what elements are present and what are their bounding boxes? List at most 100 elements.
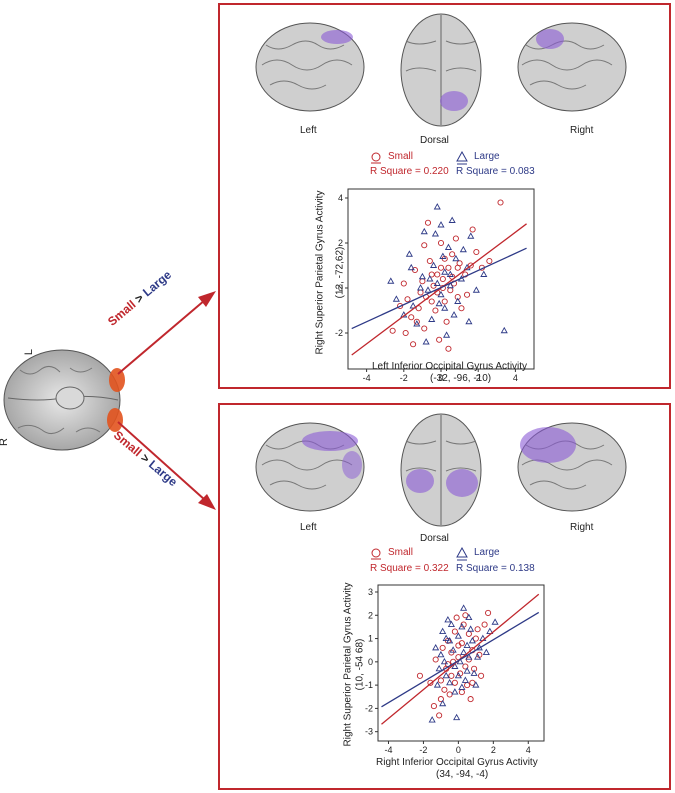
point-large [442, 634, 450, 642]
point-small [419, 278, 426, 285]
point-large [467, 232, 475, 239]
point-large [443, 331, 451, 338]
point-large [444, 616, 452, 623]
point-small [397, 302, 404, 310]
xlabel2-bottom: (34, -94, -4) [436, 769, 489, 780]
xlabel-bottom: Right Inferior Occipital Gyrus Activity [376, 757, 538, 768]
x-tick-label: -2 [400, 373, 408, 383]
point-large [453, 713, 461, 721]
x-tick-label: 4 [526, 745, 531, 755]
point-small [458, 689, 465, 696]
point-small [447, 287, 454, 294]
point-large [435, 299, 443, 307]
point-small [430, 703, 437, 710]
point-large [454, 671, 462, 679]
point-small [472, 635, 479, 642]
point-large [424, 286, 432, 293]
panel-top: Left Dorsal Right Small Large R Square =… [218, 3, 671, 389]
point-large [458, 683, 466, 690]
x-tick-label: 0 [456, 745, 461, 755]
brain-right-view [517, 22, 627, 112]
point-large [429, 261, 438, 268]
point-small [451, 628, 458, 635]
point-large [387, 277, 395, 284]
scatter-plot-bottom: -4 -2 0 2 4 3 2 1 0 -1 -2 -3 [365, 584, 545, 755]
point-large [472, 286, 480, 293]
point-small [485, 609, 492, 616]
point-small [445, 264, 452, 271]
point-large [461, 676, 469, 683]
point-large [452, 254, 460, 262]
ylabel-top: Right Superior Parietal Gyrus Activity [314, 190, 326, 355]
point-large [422, 338, 430, 345]
fit-line-large [381, 611, 540, 708]
legend-small-label-2: Small [388, 547, 414, 558]
point-small [436, 336, 443, 343]
point-small [400, 280, 407, 287]
legend-large-marker-2 [456, 547, 468, 561]
point-large [439, 699, 447, 707]
point-large [420, 227, 428, 235]
y-tick-label: 3 [368, 587, 373, 597]
point-large [433, 279, 441, 286]
point-small [449, 251, 456, 258]
point-small [436, 712, 443, 719]
point-large [441, 304, 449, 311]
point-large [467, 625, 475, 632]
point-small [413, 318, 420, 325]
y-tick-label: 0 [368, 657, 373, 667]
point-large [491, 618, 499, 625]
point-large [449, 646, 457, 653]
point-large [409, 302, 417, 309]
point-large [448, 216, 456, 223]
xlabel-top: Left Inferior Occipital Gyrus Activity [372, 361, 528, 372]
point-small [462, 612, 469, 619]
x-tick-label: -4 [363, 373, 371, 383]
point-small [454, 293, 461, 301]
point-small [432, 656, 439, 663]
point-large [433, 681, 441, 688]
point-large [407, 263, 415, 271]
brain-left-view [255, 22, 365, 112]
point-small [437, 239, 445, 247]
point-small [486, 257, 493, 265]
legend-small-label: Small [388, 151, 414, 162]
view-label-left: Left [300, 125, 317, 136]
brain-dorsal-view-2 [400, 413, 482, 527]
panel-bottom: Left Dorsal Right Small Large R Square =… [218, 403, 671, 790]
point-large [450, 311, 458, 318]
legend-r2-large-2: R Square = 0.138 [456, 563, 535, 574]
x-tick-label: -2 [419, 745, 427, 755]
ylabel-bottom: Right Superior Parietal Gyrus Activity [342, 582, 354, 747]
seed-brain [3, 349, 125, 451]
y-tick-label: -1 [365, 680, 373, 690]
point-large [460, 648, 468, 655]
view-label-dorsal: Dorsal [420, 135, 449, 146]
y-tick-label: -3 [365, 727, 373, 737]
x-tick-label: -4 [384, 745, 392, 755]
point-large [458, 622, 466, 630]
point-small [439, 644, 446, 651]
point-large [439, 627, 447, 635]
point-small [448, 672, 455, 679]
point-small [462, 663, 469, 670]
point-small [437, 264, 445, 271]
point-small [445, 345, 452, 352]
point-large [416, 284, 425, 291]
point-large [465, 653, 473, 660]
point-large [426, 275, 434, 282]
brain-dorsal-view [400, 13, 482, 127]
brain-left-view-2 [255, 422, 365, 512]
point-small [454, 264, 461, 271]
xlabel2-top: (-32, -96, -10) [430, 373, 492, 384]
point-large [405, 250, 413, 257]
point-small [410, 341, 417, 348]
point-large [446, 270, 454, 277]
point-small [426, 257, 433, 265]
plot-frame [377, 584, 545, 742]
point-small [469, 226, 476, 233]
legend-large-marker [456, 151, 468, 165]
legend-r2-small: R Square = 0.220 [370, 166, 449, 177]
point-small [478, 672, 485, 679]
point-small [481, 621, 488, 628]
